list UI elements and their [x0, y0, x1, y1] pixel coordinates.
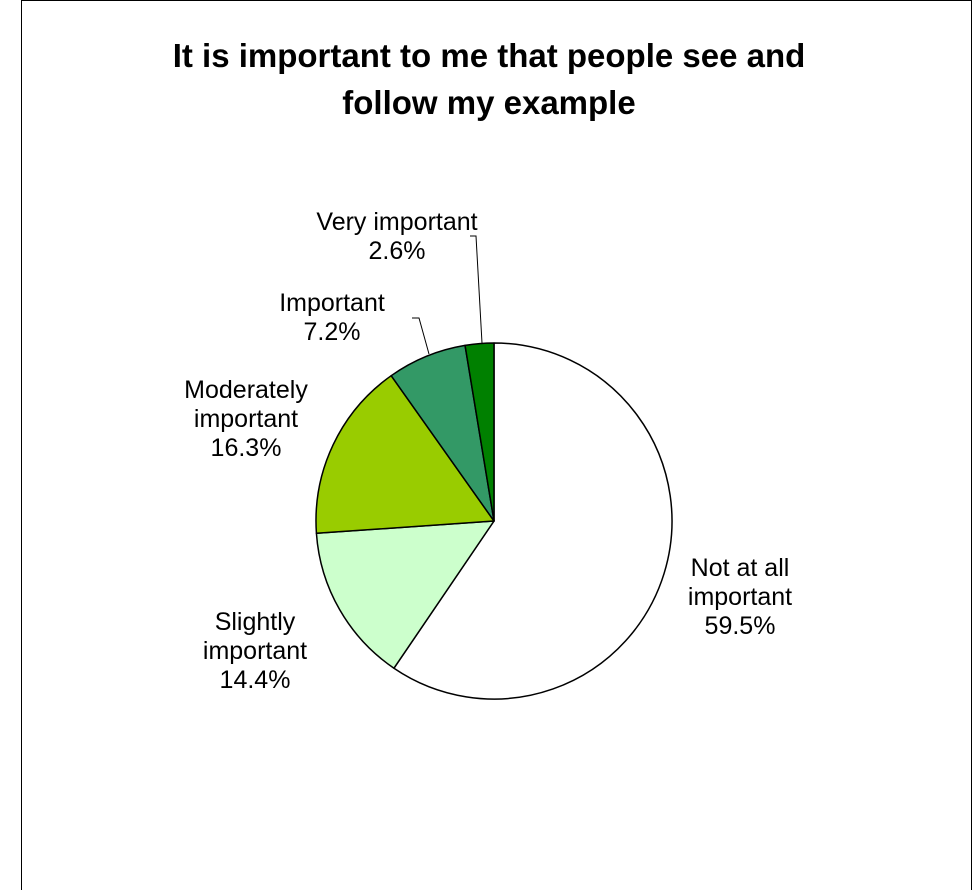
slice-label-line: important: [203, 637, 307, 665]
slice-label-important: Important 7.2%: [279, 289, 385, 346]
pie-slice-very-important: [464, 342, 495, 522]
slice-label-slightly-important: Slightly important 14.4%: [203, 608, 307, 694]
pie-slice-slightly-important: [315, 520, 495, 669]
slice-label-moderately-important: Moderately important 16.3%: [184, 376, 308, 462]
slice-label-line: 16.3%: [211, 434, 282, 462]
leader-line-very-important: [470, 235, 483, 344]
pie-slice-not-at-all-important: [393, 342, 673, 700]
slice-labels: Not at all important 59.5%Slightly importan…: [184, 208, 792, 694]
slice-label-line: Not at all: [691, 554, 790, 582]
slice-label-not-at-all-important: Not at all important 59.5%: [688, 554, 792, 640]
slice-label-line: important: [194, 405, 298, 433]
label-leader-lines: [412, 235, 483, 355]
slice-label-line: 2.6%: [369, 237, 426, 265]
slice-label-line: important: [688, 583, 792, 611]
slice-label-line: 59.5%: [705, 612, 776, 640]
slice-label-very-important: Very important 2.6%: [316, 208, 477, 265]
chart-title-line-2: follow my example: [342, 84, 635, 121]
slice-label-line: Slightly: [215, 608, 296, 636]
pie-slice-moderately-important: [315, 374, 495, 535]
leader-line-important: [412, 317, 430, 355]
slice-label-line: Moderately: [184, 376, 308, 404]
slice-label-line: Very important: [316, 208, 477, 236]
pie-slices: [315, 342, 673, 700]
slice-label-line: 7.2%: [304, 318, 361, 346]
slice-label-line: 14.4%: [220, 666, 291, 694]
chart-title-line-1: It is important to me that people see an…: [173, 37, 806, 74]
slice-label-line: Important: [279, 289, 385, 317]
